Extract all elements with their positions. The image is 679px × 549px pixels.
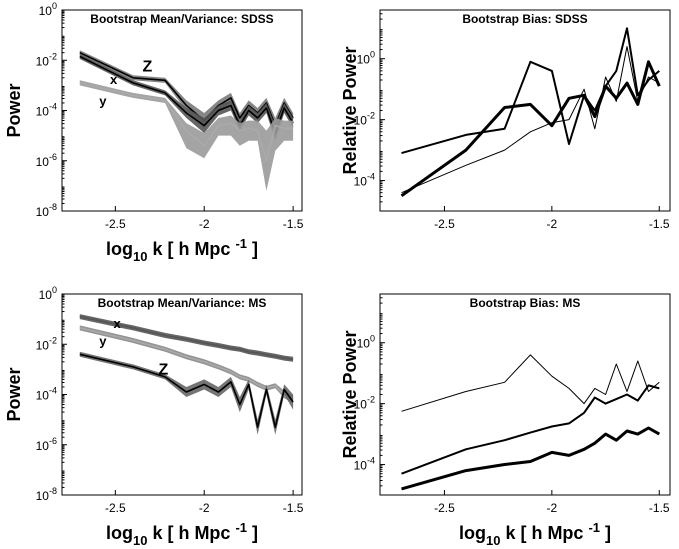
series-line-bias-thin bbox=[401, 354, 660, 412]
y-tick-label: 100 bbox=[357, 334, 375, 351]
chart-title: Bootstrap Mean/Variance: MS bbox=[98, 296, 267, 310]
x-axis-label: log10 k [ h Mpc -1 ] bbox=[106, 236, 258, 264]
chart-title: Bootstrap Bias: SDSS bbox=[462, 12, 587, 26]
panel-1: Bootstrap Mean/Variance: SDSS 100 10-2 10-4… bbox=[4, 1, 304, 264]
x-axis-label: log10 k [ h Mpc -1 ] bbox=[106, 520, 258, 548]
y-tick-label: 10-6 bbox=[36, 436, 57, 453]
y-axis-label: Relative Power bbox=[340, 330, 360, 458]
series-label-Z: Z bbox=[158, 361, 168, 378]
y-tick-label: 100 bbox=[39, 285, 57, 302]
series-label-x: x bbox=[113, 316, 121, 331]
y-tick-label: 10-2 bbox=[36, 51, 57, 68]
y-tick-label: 10-2 bbox=[354, 111, 375, 128]
panel-4: Bootstrap Bias: MS 100 10-2 10-4 -2.5 -2 -1.5 R… bbox=[340, 293, 671, 548]
chart-title: Bootstrap Bias: MS bbox=[470, 296, 581, 310]
x-tick-label: -1.5 bbox=[649, 501, 670, 515]
x-axis-label: log10 k [ h Mpc -1 ] bbox=[459, 520, 611, 548]
x-tick-label: -2.5 bbox=[105, 217, 126, 231]
series-line-y bbox=[79, 327, 294, 401]
data-layer bbox=[79, 314, 294, 435]
variance-band-Z bbox=[79, 351, 294, 435]
series-line-bias-medium bbox=[401, 384, 660, 475]
panel-2: Bootstrap Bias: SDSS 100 10-2 10-4 -2.5 -2 -1.… bbox=[340, 9, 671, 231]
series-label-y: y bbox=[99, 93, 107, 108]
series-line-bias-thick bbox=[401, 426, 661, 491]
x-tick-label: -2 bbox=[547, 501, 558, 515]
x-tick-label: -2.5 bbox=[434, 501, 455, 515]
x-tick-label: -2 bbox=[547, 217, 558, 231]
series-line-Z bbox=[79, 353, 294, 429]
series-line-x bbox=[79, 315, 294, 361]
series-line-y bbox=[79, 82, 294, 162]
y-tick-label: 10-8 bbox=[36, 202, 57, 219]
data-layer bbox=[79, 50, 294, 191]
y-tick-label: 10-2 bbox=[36, 335, 57, 352]
panel-3: Bootstrap Mean/Variance: MS 100 10-2 10-4 10… bbox=[4, 285, 304, 548]
series-label-x: x bbox=[110, 72, 118, 87]
chart-title: Bootstrap Mean/Variance: SDSS bbox=[90, 12, 273, 26]
y-tick-label: 10-6 bbox=[36, 152, 57, 169]
series-line-bias-thin bbox=[401, 46, 660, 194]
x-tick-label: -2 bbox=[199, 217, 210, 231]
x-tick-label: -2 bbox=[199, 501, 210, 515]
y-axis-label: Power bbox=[4, 367, 24, 421]
y-tick-label: 10-4 bbox=[354, 172, 375, 189]
data-layer bbox=[400, 27, 661, 198]
x-tick-label: -2.5 bbox=[434, 217, 455, 231]
y-tick-label: 100 bbox=[357, 50, 375, 67]
series-label-Z: Z bbox=[142, 59, 152, 76]
series-label-y: y bbox=[99, 334, 107, 349]
variance-band-y bbox=[79, 80, 294, 191]
y-tick-label: 10-2 bbox=[354, 395, 375, 412]
x-tick-label: -1.5 bbox=[649, 217, 670, 231]
y-tick-label: 100 bbox=[39, 1, 57, 18]
data-layer bbox=[401, 354, 661, 491]
y-tick-label: 10-4 bbox=[36, 386, 57, 403]
y-tick-label: 10-4 bbox=[354, 456, 375, 473]
x-tick-label: -1.5 bbox=[283, 217, 304, 231]
y-tick-label: 10-4 bbox=[36, 102, 57, 119]
y-tick-label: 10-8 bbox=[36, 486, 57, 503]
series-line-bias-thick bbox=[400, 60, 661, 198]
y-axis-label: Power bbox=[4, 83, 24, 137]
x-tick-label: -2.5 bbox=[105, 501, 126, 515]
y-axis-label: Relative Power bbox=[340, 46, 360, 174]
x-tick-label: -1.5 bbox=[283, 501, 304, 515]
